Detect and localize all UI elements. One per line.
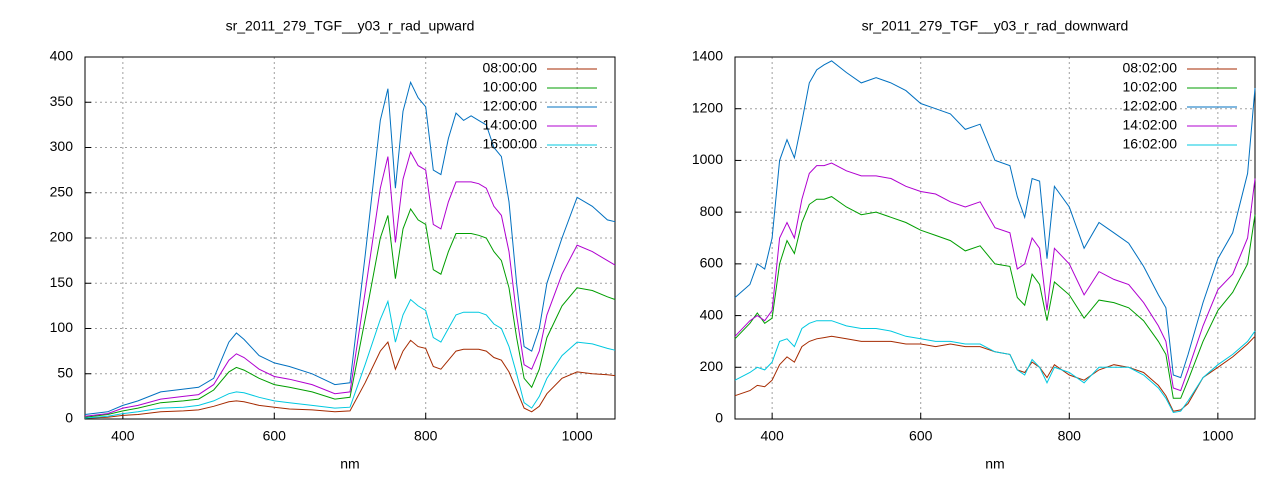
y-tick-label: 400 — [50, 48, 74, 64]
plot-frame — [734, 56, 1256, 420]
y-tick-label: 1200 — [692, 99, 723, 115]
x-tick-label: 800 — [414, 428, 438, 444]
series-line — [734, 196, 1256, 399]
series-line — [84, 80, 616, 415]
chart-title: sr_2011_279_TGF__y03_r_rad_downward — [862, 18, 1129, 34]
y-tick-label: 50 — [57, 364, 73, 380]
x-tick-label: 400 — [760, 428, 784, 444]
y-tick-label: 400 — [700, 306, 724, 322]
y-tick-label: 1400 — [692, 48, 723, 64]
legend-label: 08:02:00 — [1123, 60, 1178, 76]
y-tick-label: 600 — [700, 255, 724, 271]
y-tick-label: 0 — [65, 410, 73, 426]
legend-label: 16:00:00 — [483, 136, 538, 152]
legend-label: 10:00:00 — [483, 79, 538, 95]
y-tick-label: 250 — [50, 183, 74, 199]
y-tick-label: 100 — [50, 319, 74, 335]
legend-label: 16:02:00 — [1123, 136, 1178, 152]
x-tick-label: 400 — [111, 428, 135, 444]
legend-label: 10:02:00 — [1123, 79, 1178, 95]
y-tick-label: 200 — [50, 229, 74, 245]
y-tick-label: 0 — [715, 410, 723, 426]
x-axis-label: nm — [985, 456, 1004, 472]
series-line — [84, 207, 616, 418]
x-tick-label: 600 — [909, 428, 933, 444]
series-line — [84, 150, 616, 417]
y-tick-label: 800 — [700, 203, 724, 219]
x-tick-label: 1000 — [1202, 428, 1233, 444]
x-axis-label: nm — [340, 456, 359, 472]
legend-label: 12:02:00 — [1123, 98, 1178, 114]
chart-title: sr_2011_279_TGF__y03_r_rad_upward — [226, 18, 475, 34]
legend-label: 14:02:00 — [1123, 117, 1178, 133]
legend-label: 08:00:00 — [483, 60, 538, 76]
x-tick-label: 800 — [1058, 428, 1082, 444]
x-tick-label: 600 — [263, 428, 287, 444]
series-line — [734, 60, 1256, 379]
y-tick-label: 1000 — [692, 151, 723, 167]
y-tick-label: 150 — [50, 274, 74, 290]
plot-frame — [84, 56, 616, 420]
series-line — [734, 335, 1256, 412]
legend-label: 14:00:00 — [483, 117, 538, 133]
series-line — [84, 339, 616, 419]
y-tick-label: 200 — [700, 358, 724, 374]
series-line — [734, 162, 1256, 392]
y-tick-label: 300 — [50, 138, 74, 154]
legend-label: 12:00:00 — [483, 98, 538, 114]
series-line — [734, 320, 1256, 414]
x-tick-label: 1000 — [562, 428, 593, 444]
series-line — [84, 298, 616, 419]
y-tick-label: 350 — [50, 93, 74, 109]
